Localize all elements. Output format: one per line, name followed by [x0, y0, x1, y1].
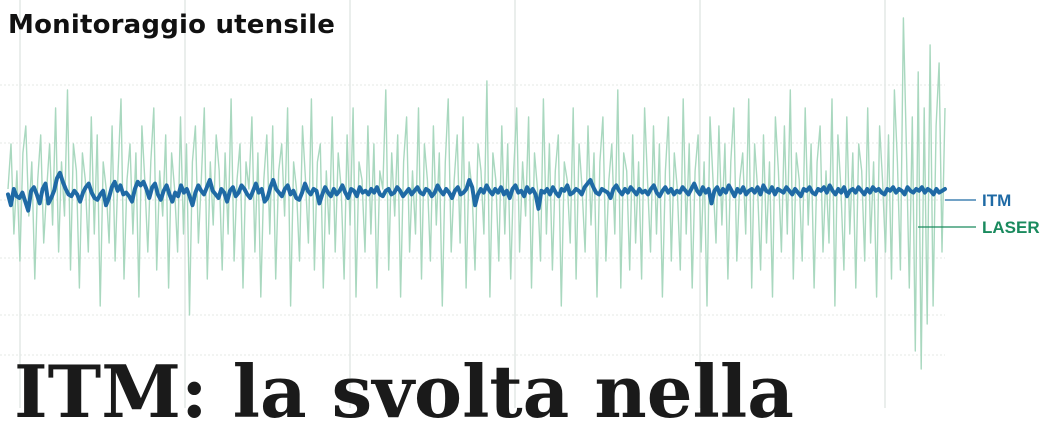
series-line-itm	[6, 170, 947, 213]
article-headline: ITM: la svolta nella	[14, 349, 794, 434]
line-chart	[0, 0, 976, 408]
chart-title: Monitoraggio utensile	[8, 10, 336, 40]
legend-label-laser: LASER	[982, 218, 1040, 237]
legend-label-itm: ITM	[982, 191, 1012, 210]
series-line-laser	[7, 17, 946, 370]
